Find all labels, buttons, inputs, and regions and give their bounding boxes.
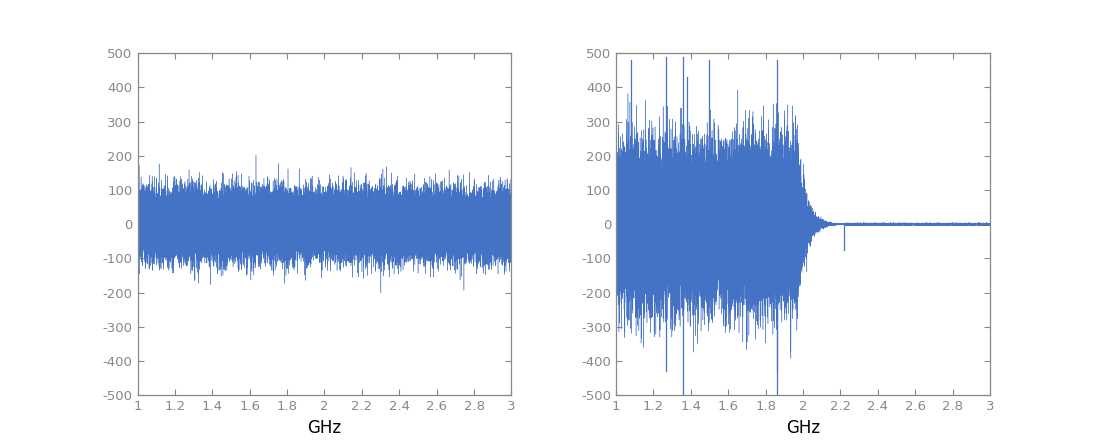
X-axis label: GHz: GHz xyxy=(307,419,341,436)
X-axis label: GHz: GHz xyxy=(786,419,821,436)
